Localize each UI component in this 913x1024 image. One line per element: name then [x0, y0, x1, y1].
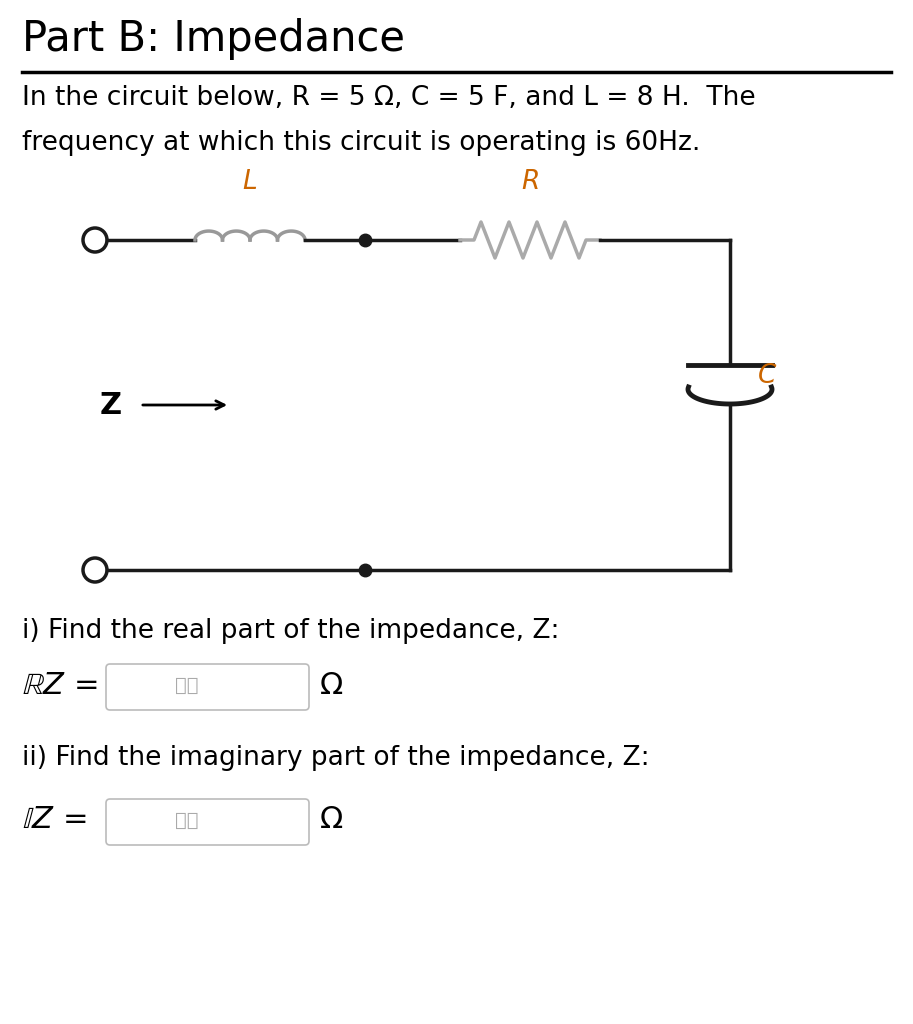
FancyBboxPatch shape [106, 664, 309, 710]
Text: ii) Find the imaginary part of the impedance, Z:: ii) Find the imaginary part of the imped… [22, 745, 650, 771]
Text: 数字: 数字 [175, 676, 198, 694]
Text: Ω: Ω [320, 806, 343, 835]
Text: 数字: 数字 [175, 811, 198, 829]
Text: i) Find the real part of the impedance, Z:: i) Find the real part of the impedance, … [22, 618, 560, 644]
Text: R: R [520, 169, 540, 195]
Text: Part B: Impedance: Part B: Impedance [22, 18, 405, 60]
Text: $\mathbb{I}$$Z$ =: $\mathbb{I}$$Z$ = [22, 806, 87, 835]
Text: C: C [758, 362, 776, 389]
Text: L: L [243, 169, 257, 195]
FancyBboxPatch shape [106, 799, 309, 845]
Text: Ω: Ω [320, 671, 343, 699]
Text: Z: Z [100, 390, 122, 420]
Text: In the circuit below, R = 5 Ω, C = 5 F, and L = 8 H.  The: In the circuit below, R = 5 Ω, C = 5 F, … [22, 85, 756, 111]
Text: frequency at which this circuit is operating is 60Hz.: frequency at which this circuit is opera… [22, 130, 700, 156]
Text: $\mathbb{R}$$Z$ =: $\mathbb{R}$$Z$ = [22, 671, 98, 699]
